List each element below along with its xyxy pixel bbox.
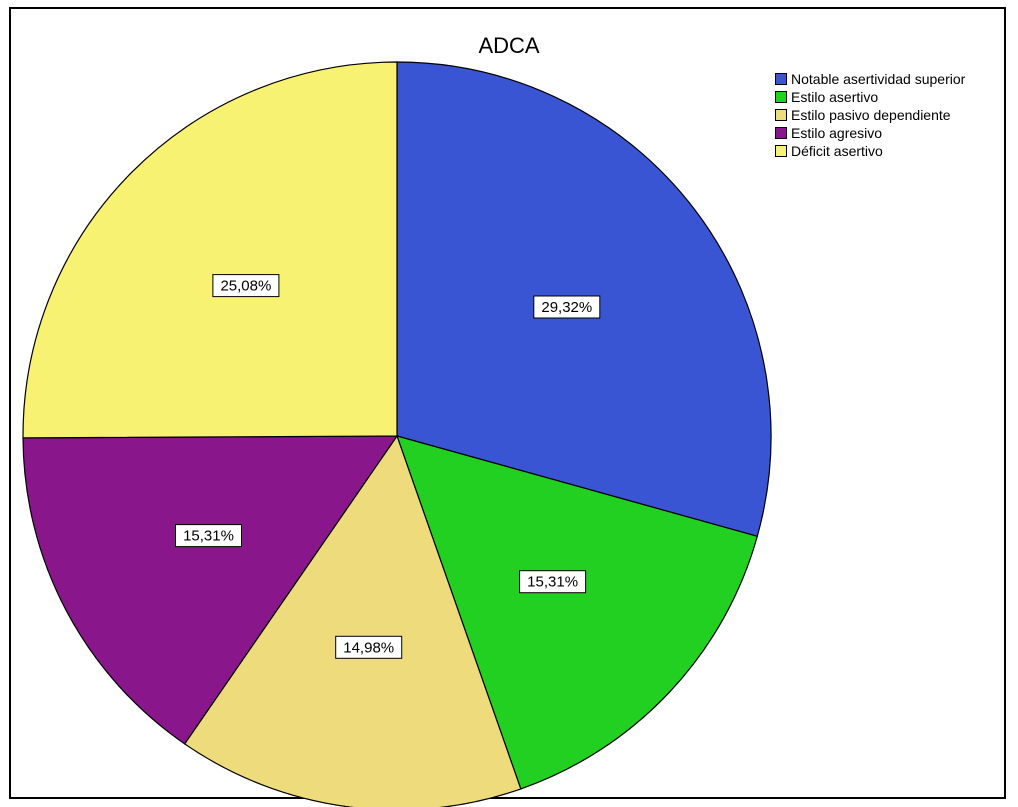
legend-swatch (775, 91, 787, 103)
slice-percent-label: 29,32% (541, 299, 592, 316)
slice-percent-label: 14,98% (343, 639, 394, 656)
slice-percent-label: 15,31% (527, 574, 578, 591)
slice-label-box (533, 295, 601, 319)
legend-item-notable-asertividad-superior: Notable asertividad superior (775, 70, 965, 88)
slice-label-box (519, 570, 587, 594)
legend-swatch (775, 127, 787, 139)
slice-label-box (212, 274, 280, 298)
pie-slice-deficit-asertivo (22, 61, 398, 439)
slice-label-estilo-asertivo: 15,31% (519, 570, 587, 594)
legend-item-deficit-asertivo: Déficit asertivo (775, 142, 965, 160)
legend-label: Estilo asertivo (791, 89, 879, 105)
slice-label-box (335, 635, 403, 659)
slice-label-notable-asertividad-superior: 29,32% (533, 295, 601, 319)
pie-slice-labels: 29,32% 15,31% 14,98% 15,31% 25,08% (175, 274, 601, 659)
legend-item-estilo-asertivo: Estilo asertivo (775, 88, 965, 106)
legend-swatch (775, 145, 787, 157)
slice-label-box (175, 524, 242, 548)
slice-label-deficit-asertivo: 25,08% (212, 274, 280, 298)
legend-swatch (775, 109, 787, 121)
legend: Notable asertividad superior Estilo asert… (775, 70, 965, 160)
slice-label-estilo-pasivo-dependiente: 14,98% (335, 635, 403, 659)
pie-slices (22, 61, 772, 807)
legend-label: Estilo agresivo (791, 125, 883, 141)
slice-percent-label: 25,08% (220, 278, 271, 295)
slice-percent-label: 15,31% (183, 528, 234, 545)
slice-label-estilo-agresivo: 15,31% (175, 524, 242, 548)
legend-label: Notable asertividad superior (791, 71, 966, 87)
legend-label: Déficit asertivo (791, 143, 883, 159)
legend-label: Estilo pasivo dependiente (791, 107, 951, 123)
chart-title: ADCA (478, 33, 540, 58)
pie-slice-estilo-asertivo (396, 435, 759, 790)
legend-swatch (775, 73, 787, 85)
legend-item-estilo-agresivo: Estilo agresivo (775, 124, 965, 142)
legend-item-estilo-pasivo-dependiente: Estilo pasivo dependiente (775, 106, 965, 124)
pie-slice-estilo-agresivo (22, 435, 399, 745)
